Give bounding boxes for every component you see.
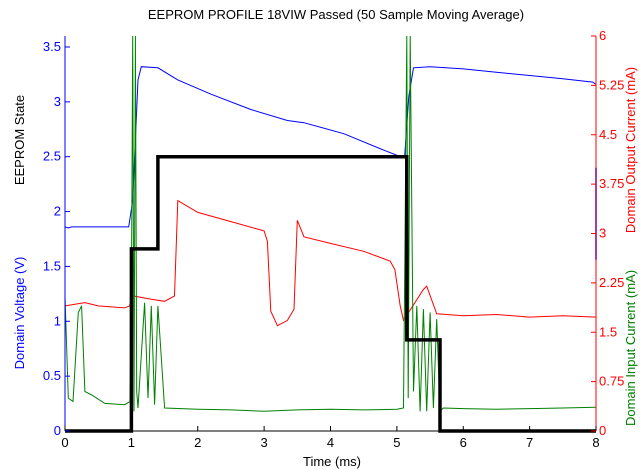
right-tick-label: 1.5 xyxy=(599,324,617,339)
x-tick-label: 2 xyxy=(194,435,201,450)
x-tick-label: 4 xyxy=(327,435,334,450)
plot-area xyxy=(65,35,596,433)
right-tick-label: 3 xyxy=(599,226,606,241)
right-tick-label: 4.5 xyxy=(599,127,617,142)
y-axis-label-eeprom-state: EEPROM State xyxy=(12,95,27,185)
series-line-voltage xyxy=(65,66,596,229)
series-line-state xyxy=(65,154,596,433)
left-tick-label: 3.5 xyxy=(43,39,61,54)
right-tick-label: 3.75 xyxy=(599,176,624,191)
left-tick-label: 0 xyxy=(54,423,61,438)
x-tick-label: 1 xyxy=(128,435,135,450)
chart-title: EEPROM PROFILE 18VIW Passed (50 Sample M… xyxy=(148,7,524,22)
x-axis-label: Time (ms) xyxy=(303,454,361,469)
right-tick-label: 2.25 xyxy=(599,275,624,290)
x-tick-label: 5 xyxy=(393,435,400,450)
y-axis-label-output-current: Domain Output Current (mA) xyxy=(623,67,638,233)
series-line-input-current xyxy=(65,35,596,413)
right-tick-label: 0.75 xyxy=(599,374,624,389)
x-tick-label: 8 xyxy=(592,435,599,450)
left-tick-label: 1 xyxy=(54,313,61,328)
right-tick-label: 5.25 xyxy=(599,77,624,92)
left-tick-label: 3 xyxy=(54,94,61,109)
x-tick-label: 0 xyxy=(61,435,68,450)
series-line-output-current xyxy=(65,199,596,327)
left-tick-label: 2.5 xyxy=(43,149,61,164)
x-tick-label: 7 xyxy=(526,435,533,450)
x-tick-label: 3 xyxy=(261,435,268,450)
y-axis-label-domain-voltage: Domain Voltage (V) xyxy=(12,257,27,370)
left-tick-label: 2 xyxy=(54,204,61,219)
right-tick-label: 0 xyxy=(599,423,606,438)
x-tick-label: 6 xyxy=(460,435,467,450)
left-tick-label: 0.5 xyxy=(43,368,61,383)
y-axis-label-input-current: Domain Input Current (mA) xyxy=(623,270,638,426)
left-tick-label: 1.5 xyxy=(43,258,61,273)
right-tick-label: 6 xyxy=(599,28,606,43)
axes: 0 1 2 3 4 5 6 7 800.511.522.533.500.751.52.2533.… xyxy=(43,28,624,450)
